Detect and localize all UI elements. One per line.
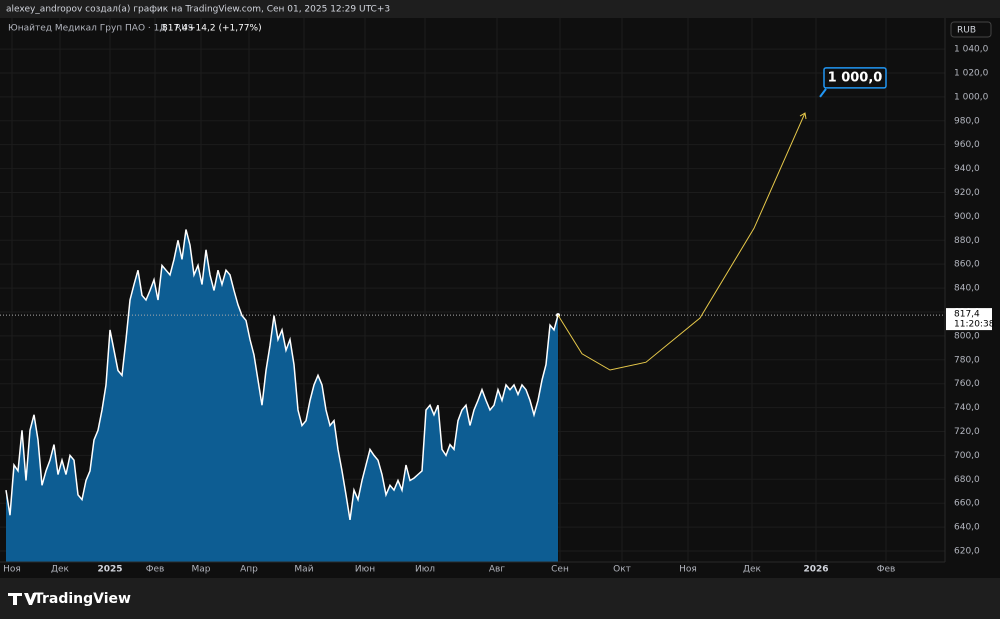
last-price-label: 817,4 [954,310,980,320]
x-tick-label: Фев [146,565,165,575]
x-tick-label: Дек [743,565,762,575]
y-tick-label: 860,0 [954,260,980,270]
target-label: 1 000,0 [828,70,883,85]
x-tick-label: Апр [240,565,258,575]
x-tick-label: Сен [551,565,569,575]
currency[interactable]: RUB [957,26,976,36]
y-tick-label: 680,0 [954,475,980,485]
header-bar [0,0,1000,18]
y-tick-label: 780,0 [954,355,980,365]
target-pointer [819,88,827,98]
y-tick-label: 720,0 [954,427,980,437]
projection-curve [557,112,806,371]
y-tick-label: 1 040,0 [954,45,989,55]
x-tick-label: 2025 [97,565,122,575]
projection-arrow [799,112,807,120]
area [6,229,558,562]
y-tick-label: 880,0 [954,236,980,246]
x-tick-label: Окт [613,565,631,575]
legend-symbol: Юнайтед Медикал Груп ПАО · 1Д · RUS [8,24,194,34]
y-tick-label: 740,0 [954,403,980,413]
y-tick-label: 640,0 [954,523,980,533]
y-tick-label: 960,0 [954,140,980,150]
y-tick-label: 900,0 [954,212,980,222]
y-tick-label: 660,0 [954,499,980,509]
header-text: alexey_andropov создал(а) график на Trad… [6,5,390,15]
y-tick-label: 980,0 [954,116,980,126]
last-price-time: 11:20:38 [954,320,995,330]
x-tick-label: Авг [489,565,505,575]
y-tick-label: 760,0 [954,379,980,389]
x-tick-label: Июл [415,565,435,575]
footer-bar [0,578,1000,619]
legend-change: +14,2 (+1,77%) [188,24,262,34]
y-tick-label: 1 020,0 [954,68,989,78]
target-box [823,67,887,89]
x-tick-label: Фев [877,565,896,575]
y-tick-label: 920,0 [954,188,980,198]
legend-price: 817,4 [162,24,188,34]
x-tick-label: Мар [192,565,211,575]
x-tick-label: Ноя [679,565,697,575]
y-tick-label: 700,0 [954,451,980,461]
price-line [5,229,559,521]
y-tick-label: 940,0 [954,164,980,174]
logo [8,593,37,605]
y-tick-label: 800,0 [954,331,980,341]
x-tick-label: Июн [355,565,375,575]
footer-brand: TradingView [34,591,131,607]
currency-box[interactable] [950,21,992,38]
y-tick-label: 840,0 [954,284,980,294]
y-tick-label: 1 000,0 [954,92,989,102]
x-tick-label: Ноя [3,565,21,575]
y-tick-label: 620,0 [954,547,980,557]
x-tick-label: Дек [51,565,70,575]
x-tick-label: 2026 [803,565,828,575]
last-price-box [946,308,992,331]
x-tick-label: Май [294,565,313,575]
